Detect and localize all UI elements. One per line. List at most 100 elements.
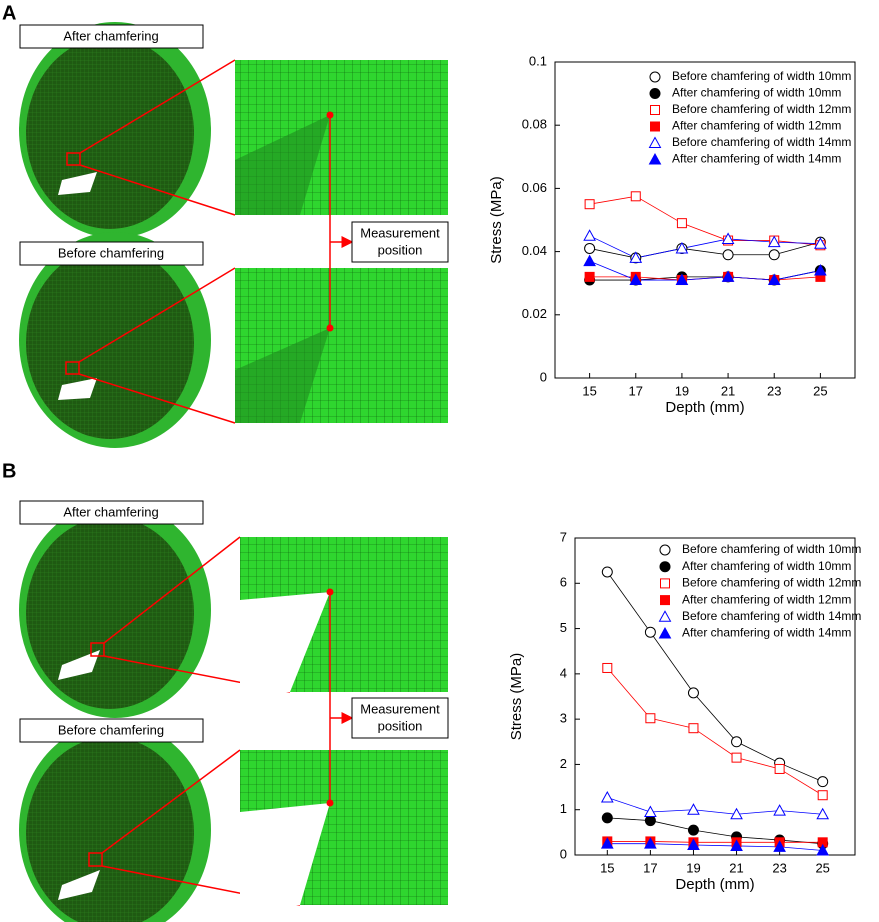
marker [767,235,781,248]
marker [629,251,643,263]
x-tick-label: 15 [600,860,614,875]
marker [601,566,613,578]
x-axis-label: Depth (mm) [675,876,754,893]
model-label: Before chamfering [58,722,164,737]
marker [767,273,781,286]
marker [644,837,657,849]
x-tick-label: 19 [675,383,689,398]
marker [687,687,699,699]
y-tick-label: 5 [560,620,567,635]
y-tick-label: 4 [560,665,567,680]
marker [675,241,689,254]
marker [817,776,829,788]
marker [688,723,699,734]
marker [722,249,734,261]
marker [687,838,700,851]
legend-label: Before chamfering of width 10mm [672,69,851,83]
x-tick-label: 23 [767,383,781,398]
x-tick-label: 25 [813,383,827,398]
marker [730,839,743,851]
x-axis-label: Depth (mm) [665,399,744,416]
x-tick-label: 21 [729,860,743,875]
marker [644,815,656,827]
marker [650,121,660,132]
x-tick-label: 19 [686,860,700,875]
y-tick-label: 2 [560,756,567,771]
marker [649,88,661,99]
y-tick-label: 3 [560,711,567,726]
legend-label: After chamfering of width 12mm [682,592,851,606]
legend-label: Before chamfering of width 12mm [672,102,851,116]
marker [648,136,662,148]
series-line [607,667,823,796]
marker [659,561,671,573]
plot-frame [554,61,856,379]
x-tick-label: 25 [815,860,829,875]
x-tick-label: 15 [582,383,596,398]
series-line [607,817,823,845]
marker [630,191,641,202]
model-images-b [19,502,448,922]
legend-label: Before chamfering of width 14mm [682,609,861,623]
series-line [589,235,821,259]
series-line [589,241,821,259]
marker [644,805,657,817]
series-line [607,843,823,851]
label-box [19,24,204,49]
y-tick-label: 0 [540,369,547,384]
model-label: After chamfering [63,28,158,43]
marker [648,152,662,165]
panel-label: B [2,460,16,482]
marker [584,271,595,282]
marker [687,824,699,836]
legend-label: Before chamfering of width 10mm [682,542,861,556]
marker [817,790,828,801]
marker [675,273,689,286]
marker [814,237,827,249]
y-tick-label: 7 [560,529,567,544]
legend-label: After chamfering of width 10mm [672,86,841,100]
plot-frame [574,537,856,856]
model-images-a [19,22,448,448]
marker [658,626,672,639]
marker [583,229,596,241]
y-tick-label: 0.06 [522,180,547,195]
y-axis-label: Stress (MPa) [508,653,525,741]
marker [773,840,786,852]
legend-label: Before chamfering of width 14mm [672,135,851,149]
marker [583,254,596,267]
marker [600,790,614,803]
marker [721,270,735,282]
marker [645,713,656,724]
series-line [607,797,823,815]
marker [731,752,742,763]
marker [584,242,596,254]
label-box [19,718,204,743]
y-tick-label: 0.08 [522,117,547,132]
marker [731,736,743,748]
marker [768,249,780,261]
marker [814,264,827,276]
label-box [19,500,204,525]
y-axis-label: Stress (MPa) [488,176,505,264]
y-tick-label: 0.1 [529,53,547,68]
y-tick-label: 0.02 [522,306,547,321]
marker [687,803,700,815]
measure-label: position [378,242,423,257]
marker [629,273,643,286]
measure-label: Measurement [360,701,440,716]
measure-label: position [378,718,423,733]
label-box [19,241,204,266]
marker [774,763,785,774]
legend-label: Before chamfering of width 12mm [682,576,861,590]
marker [650,105,660,115]
marker [660,595,670,606]
marker [644,626,656,638]
model-label: After chamfering [63,504,158,519]
marker [658,610,672,622]
marker [602,662,613,673]
series-line [589,195,821,246]
marker [721,232,735,244]
panel-label: A [2,2,16,24]
